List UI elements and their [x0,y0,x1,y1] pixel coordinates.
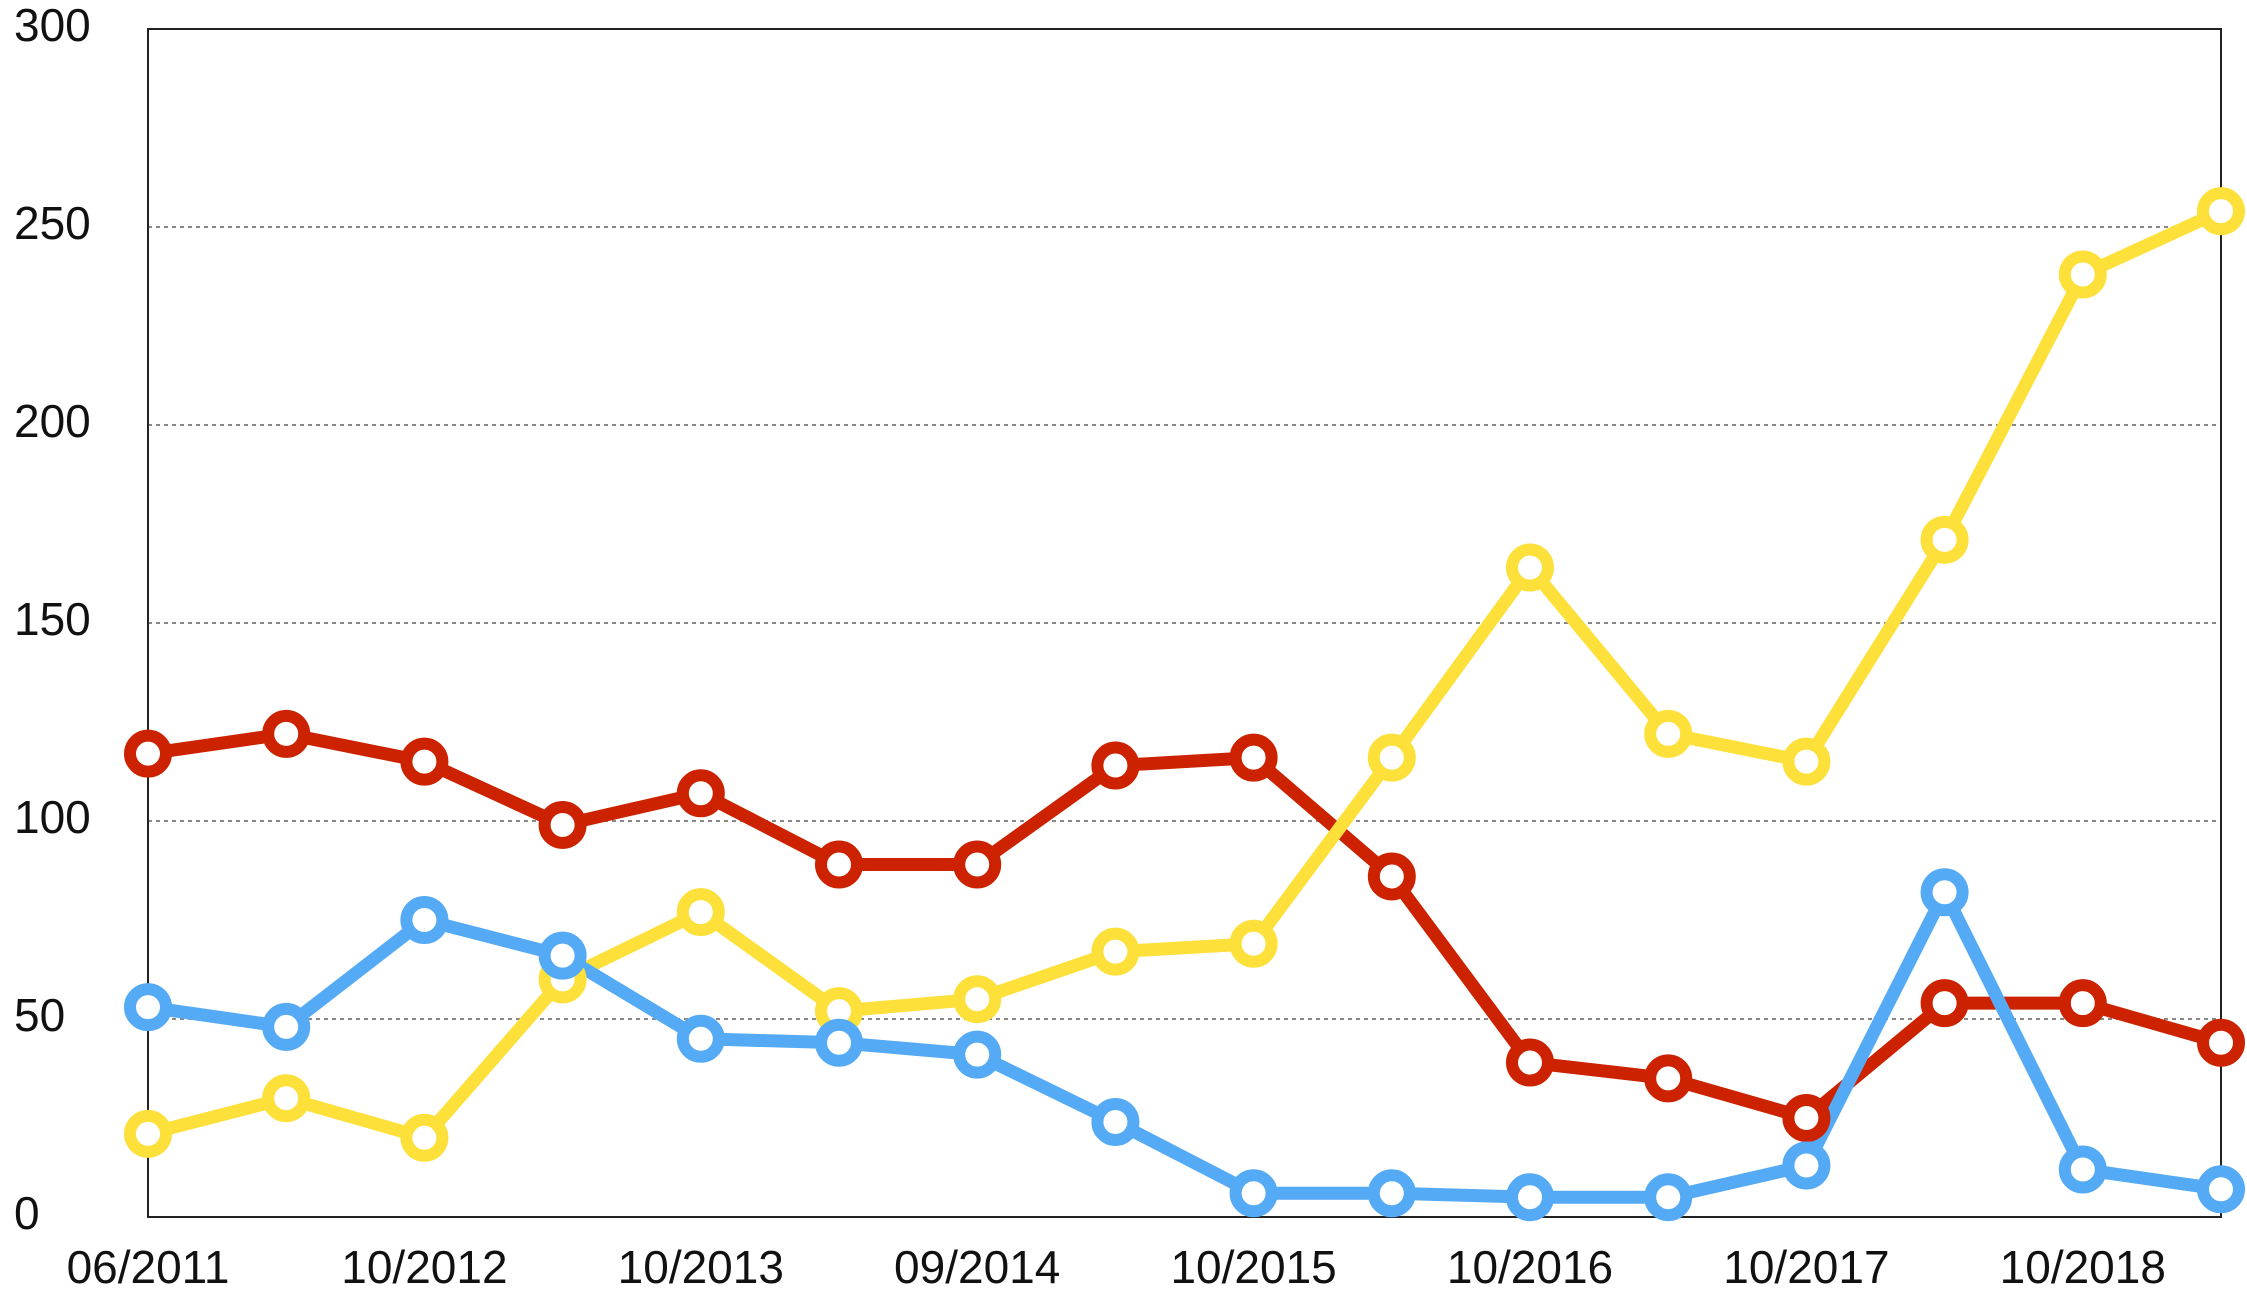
x-tick-label: 10/2016 [1447,1241,1613,1293]
data-point [676,769,725,818]
data-point [1367,733,1416,782]
x-tick-label: 10/2015 [1170,1241,1336,1293]
data-point [1091,741,1140,790]
data-point [1367,1169,1416,1218]
data-point [1091,927,1140,976]
data-point [1644,1173,1693,1222]
series-line [147,885,2222,1204]
series-line [146,205,2224,1145]
data-point [2197,1018,2245,1067]
data-point [538,800,587,849]
data-point [1506,543,1554,592]
x-tick-label: 10/2013 [618,1241,784,1293]
y-tick-label: 100 [14,791,91,843]
x-tick-label: 10/2017 [1723,1241,1889,1293]
data-point [1506,1173,1554,1222]
data-point [1091,1097,1140,1146]
data-point [124,1109,172,1158]
data-point [124,983,172,1032]
x-tick-label: 09/2014 [894,1241,1060,1293]
data-point [2058,1145,2107,1194]
data-point [1229,919,1278,968]
data-point [262,1074,311,1123]
data-point [953,975,1002,1024]
data-point [1782,737,1831,786]
data-point [953,1030,1002,1079]
data-point [1920,868,1969,917]
y-tick-label: 50 [14,989,65,1041]
data-point [124,729,172,778]
data-point [815,840,863,889]
y-tick-label: 250 [14,197,91,249]
data-point [815,1018,863,1067]
y-tick-label: 200 [14,395,91,447]
data-point [2197,187,2245,236]
series-line [147,727,2223,1125]
data-point [1920,515,1969,564]
data-point [1782,1094,1831,1142]
data-point [2058,250,2107,299]
data-point [1644,1054,1693,1103]
data-point [676,1014,725,1063]
data-point [1782,1141,1831,1190]
y-tick-label: 300 [14,0,91,51]
data-point [262,1002,311,1051]
data-point [262,709,311,758]
data-point [400,737,449,786]
data-point [1229,733,1278,782]
plot-frame [147,28,2222,1218]
data-point [400,1113,449,1162]
data-point [1920,979,1969,1028]
data-point [676,888,725,937]
data-point [400,896,449,944]
data-point [1367,852,1416,901]
data-point [1506,1038,1554,1087]
x-tick-label: 10/2018 [2000,1241,2166,1293]
data-point [2197,1165,2245,1214]
data-point [1644,709,1693,758]
data-point [538,931,587,980]
data-point [1229,1169,1278,1218]
y-tick-label: 150 [14,593,91,645]
x-tick-label: 10/2012 [341,1241,507,1293]
data-point [2058,979,2107,1028]
x-tick-label: 06/2011 [67,1241,230,1293]
y-tick-label: 0 [14,1187,40,1239]
data-point [953,840,1002,889]
